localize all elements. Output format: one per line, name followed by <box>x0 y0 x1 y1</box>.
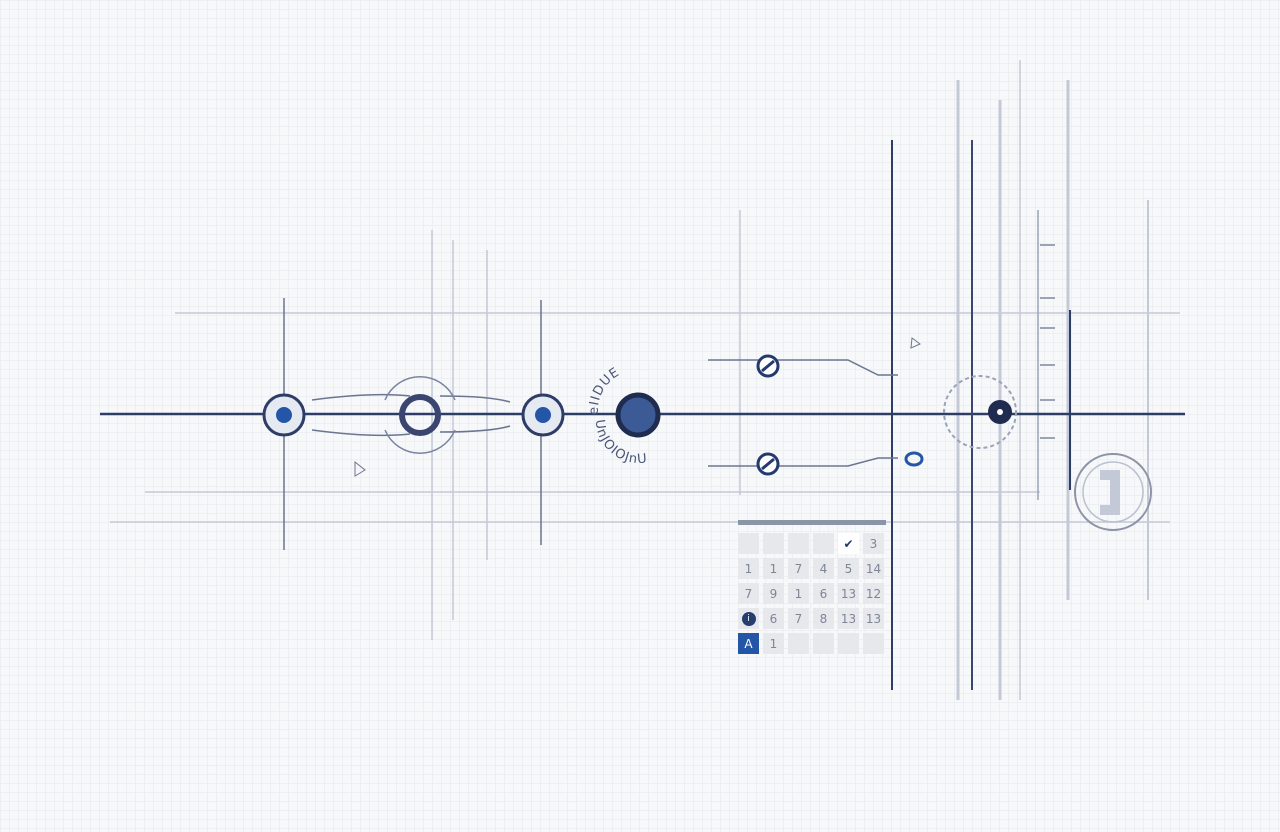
node-2[interactable] <box>384 376 456 454</box>
calendar-day[interactable]: 9 <box>763 583 784 604</box>
calendar-grid: ✔ 3 1 1 7 4 5 14 7 9 1 6 13 12 i 6 7 8 13 13 A 1 <box>738 520 886 654</box>
calendar-day[interactable]: 1 <box>738 558 759 579</box>
blocked-icon[interactable] <box>756 452 780 476</box>
calendar-day[interactable]: 6 <box>813 583 834 604</box>
gear-node[interactable] <box>943 375 1017 449</box>
calendar-day[interactable]: 13 <box>863 608 884 629</box>
calendar-day[interactable]: 12 <box>863 583 884 604</box>
calendar-empty-cell[interactable] <box>788 633 809 654</box>
calendar-day[interactable]: 6 <box>763 608 784 629</box>
blocked-icon[interactable] <box>756 354 780 378</box>
calendar-empty-cell[interactable] <box>763 533 784 554</box>
info-icon[interactable]: i <box>738 608 759 629</box>
calendar-day[interactable]: 8 <box>813 608 834 629</box>
guide-lines <box>110 60 1180 700</box>
calendar-day[interactable]: 1 <box>788 583 809 604</box>
calendar-empty-cell[interactable] <box>813 533 834 554</box>
calendar-day[interactable]: 5 <box>838 558 859 579</box>
calendar-day[interactable]: A <box>738 633 759 654</box>
node-1[interactable] <box>262 393 306 437</box>
calendar-header <box>738 520 886 525</box>
node-4-labeled[interactable]: eIIDUE UnJOIOJnU <box>587 365 661 468</box>
calendar-day[interactable]: 7 <box>788 608 809 629</box>
calendar-day[interactable]: 13 <box>838 608 859 629</box>
connector-lines <box>311 359 898 467</box>
calendar-empty-cell[interactable] <box>838 633 859 654</box>
calendar-empty-cell[interactable] <box>863 633 884 654</box>
dial-knob[interactable] <box>1074 453 1152 531</box>
calendar-day[interactable]: 3 <box>863 533 884 554</box>
calendar-empty-cell[interactable] <box>788 533 809 554</box>
node-3[interactable] <box>521 393 565 437</box>
calendar-empty-cell[interactable] <box>813 633 834 654</box>
calendar-empty-cell[interactable] <box>738 533 759 554</box>
calendar-day[interactable]: 1 <box>763 558 784 579</box>
triangle-marker-icon <box>354 460 366 477</box>
calendar-day[interactable]: 13 <box>838 583 859 604</box>
calendar-day[interactable]: 1 <box>763 633 784 654</box>
check-icon[interactable]: ✔ <box>838 533 859 554</box>
calendar-day[interactable]: 7 <box>738 583 759 604</box>
link-icon[interactable] <box>904 451 924 467</box>
calendar-day[interactable]: 14 <box>863 558 884 579</box>
calendar-day[interactable]: 4 <box>813 558 834 579</box>
triangle-marker-icon <box>910 337 921 349</box>
ruler-ticks <box>1040 244 1055 439</box>
calendar-day[interactable]: 7 <box>788 558 809 579</box>
